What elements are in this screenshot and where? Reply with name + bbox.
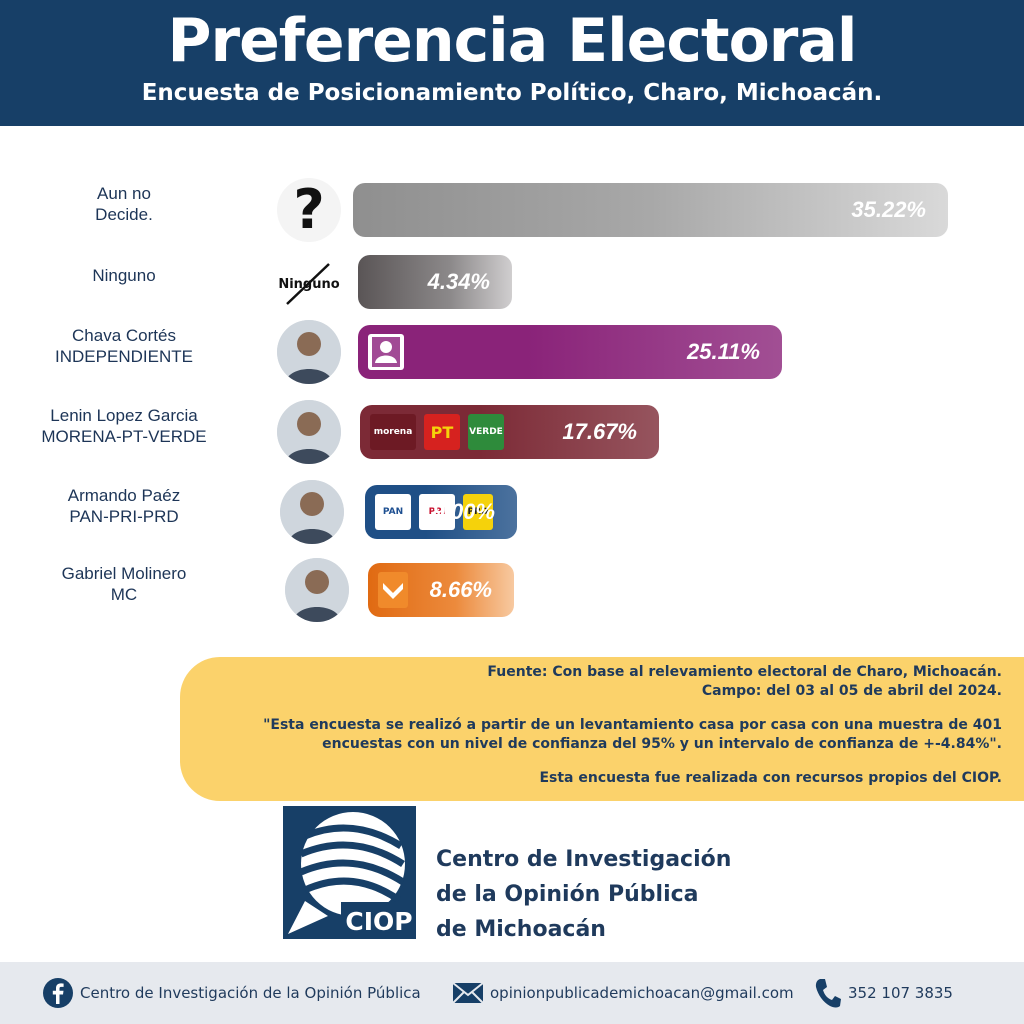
email-contact[interactable]: opinionpublicademichoacan@gmail.com (452, 962, 794, 1024)
candidate-party: INDEPENDIENTE (55, 347, 193, 366)
party-logos: morena PT VERDE (370, 414, 504, 450)
candidate-label: Chava Cortés INDEPENDIENTE (14, 325, 234, 367)
candidate-name: Ninguno (92, 266, 156, 285)
ciop-logo: CIOP (283, 806, 416, 939)
candidate-photo (277, 320, 341, 384)
facebook-label: Centro de Investigación de la Opinión Pú… (80, 984, 421, 1002)
candidate-photo (285, 558, 349, 622)
ninguno-crossed-icon: Ninguno (277, 250, 341, 314)
phone-label: 352 107 3835 (848, 984, 953, 1002)
fieldwork-line: Campo: del 03 al 05 de abril del 2024. (701, 683, 1002, 699)
bar-value-label: 25.11% (687, 339, 760, 364)
bar: 8.66% (368, 563, 514, 617)
bar-value-label: 9.00% (432, 499, 495, 524)
bar: 4.34% (358, 255, 512, 309)
bar-chart: Aun no Decide.? 35.22% Ninguno Ninguno 4.34% C… (0, 160, 1024, 630)
chart-row: Lenin Lopez Garcia MORENA-PT-VERDE morena P… (0, 397, 1024, 467)
pan-logo: PAN (375, 494, 411, 530)
candidate-label: Ninguno (14, 265, 234, 286)
facebook-icon (43, 978, 73, 1008)
header-banner: Preferencia Electoral Encuesta de Posici… (0, 0, 1024, 126)
candidate-party: MORENA-PT-VERDE (41, 427, 207, 446)
party-logo-text: morena (373, 427, 413, 437)
mc-logo (378, 572, 408, 608)
facebook-contact[interactable]: Centro de Investigación de la Opinión Pú… (42, 962, 421, 1024)
party-logo-text: PRD (467, 507, 489, 517)
organization-name: Centro de Investigación de la Opinión Pú… (436, 842, 731, 947)
methodology-line-2: encuestas con un nivel de confianza del … (322, 736, 1002, 752)
chart-row: Gabriel Molinero MC 8.66% (0, 555, 1024, 625)
org-name-line3: de Michoacán (436, 917, 606, 942)
phone-contact[interactable]: 352 107 3835 (814, 962, 953, 1024)
page-title: Preferencia Electoral (167, 6, 858, 76)
candidate-name: Aun no (97, 184, 151, 203)
methodology-line: "Esta encuesta se realizó a partir de un… (263, 717, 1002, 733)
bar: morena PT VERDE 17.67% (360, 405, 659, 459)
bar: 35.22% (353, 183, 948, 237)
ciop-logo-text: CIOP (345, 907, 412, 936)
candidate-photo (280, 480, 344, 544)
footer: Centro de Investigación de la Opinión Pú… (0, 962, 1024, 1024)
candidate-label: Gabriel Molinero MC (14, 563, 234, 605)
candidate-name: Gabriel Molinero (61, 564, 187, 583)
bar-value-label: 8.66% (429, 577, 492, 602)
party-logo-text: VERDE (469, 427, 503, 437)
morena-logo: morena (370, 414, 416, 450)
candidate-photo (277, 400, 341, 464)
envelope-icon (452, 982, 484, 1004)
pt-logo: PT (424, 414, 460, 450)
party-logo-text: PRI (428, 507, 446, 517)
org-name-line2: de la Opinión Pública (436, 882, 699, 907)
chart-row: Aun no Decide.? 35.22% (0, 175, 1024, 245)
independiente-logo (368, 334, 404, 370)
candidate-name: Chava Cortés (72, 326, 176, 345)
bar-value-label: 35.22% (851, 197, 926, 222)
party-logo-text: PT (430, 422, 454, 442)
funding-line: Esta encuesta fue realizada con recursos… (539, 770, 1002, 786)
chart-row: Chava Cortés INDEPENDIENTE 25.11% (0, 317, 1024, 387)
party-logo-text: PAN (382, 507, 404, 517)
phone-icon (815, 979, 841, 1008)
candidate-name: Armando Paéz (67, 486, 181, 505)
candidate-party: PAN-PRI-PRD (69, 507, 179, 526)
party-logos (378, 572, 408, 608)
bar: 25.11% (358, 325, 782, 379)
chart-row: Armando Paéz PAN-PRI-PRD PAN PRI PRD 9.00% (0, 477, 1024, 547)
verde-logo: VERDE (468, 414, 504, 450)
party-logos: PAN PRI PRD (375, 494, 493, 530)
candidate-name: Lenin Lopez Garcia (50, 406, 198, 425)
source-note: Fuente: Con base al relevamiento elector… (180, 657, 1024, 801)
pri-logo: PRI (419, 494, 455, 530)
candidate-party: Decide. (95, 205, 153, 224)
candidate-party: MC (110, 585, 138, 604)
candidate-label: Aun no Decide. (14, 183, 234, 225)
prd-logo: PRD (463, 494, 493, 530)
org-name-line1: Centro de Investigación (436, 847, 732, 872)
email-label: opinionpublicademichoacan@gmail.com (490, 984, 794, 1002)
bar-value-label: 17.67% (562, 419, 637, 444)
bar: PAN PRI PRD 9.00% (365, 485, 517, 539)
question-mark-icon: ? (277, 178, 341, 242)
chart-row: Ninguno Ninguno 4.34% (0, 247, 1024, 317)
party-logos (368, 334, 404, 370)
source-line: Fuente: Con base al relevamiento elector… (487, 664, 1002, 680)
page-subtitle: Encuesta de Posicionamiento Político, Ch… (141, 80, 883, 106)
ciop-logo-graphic: CIOP (283, 806, 416, 939)
bar-value-label: 4.34% (427, 269, 490, 294)
candidate-label: Lenin Lopez Garcia MORENA-PT-VERDE (14, 405, 234, 447)
candidate-label: Armando Paéz PAN-PRI-PRD (14, 485, 234, 527)
